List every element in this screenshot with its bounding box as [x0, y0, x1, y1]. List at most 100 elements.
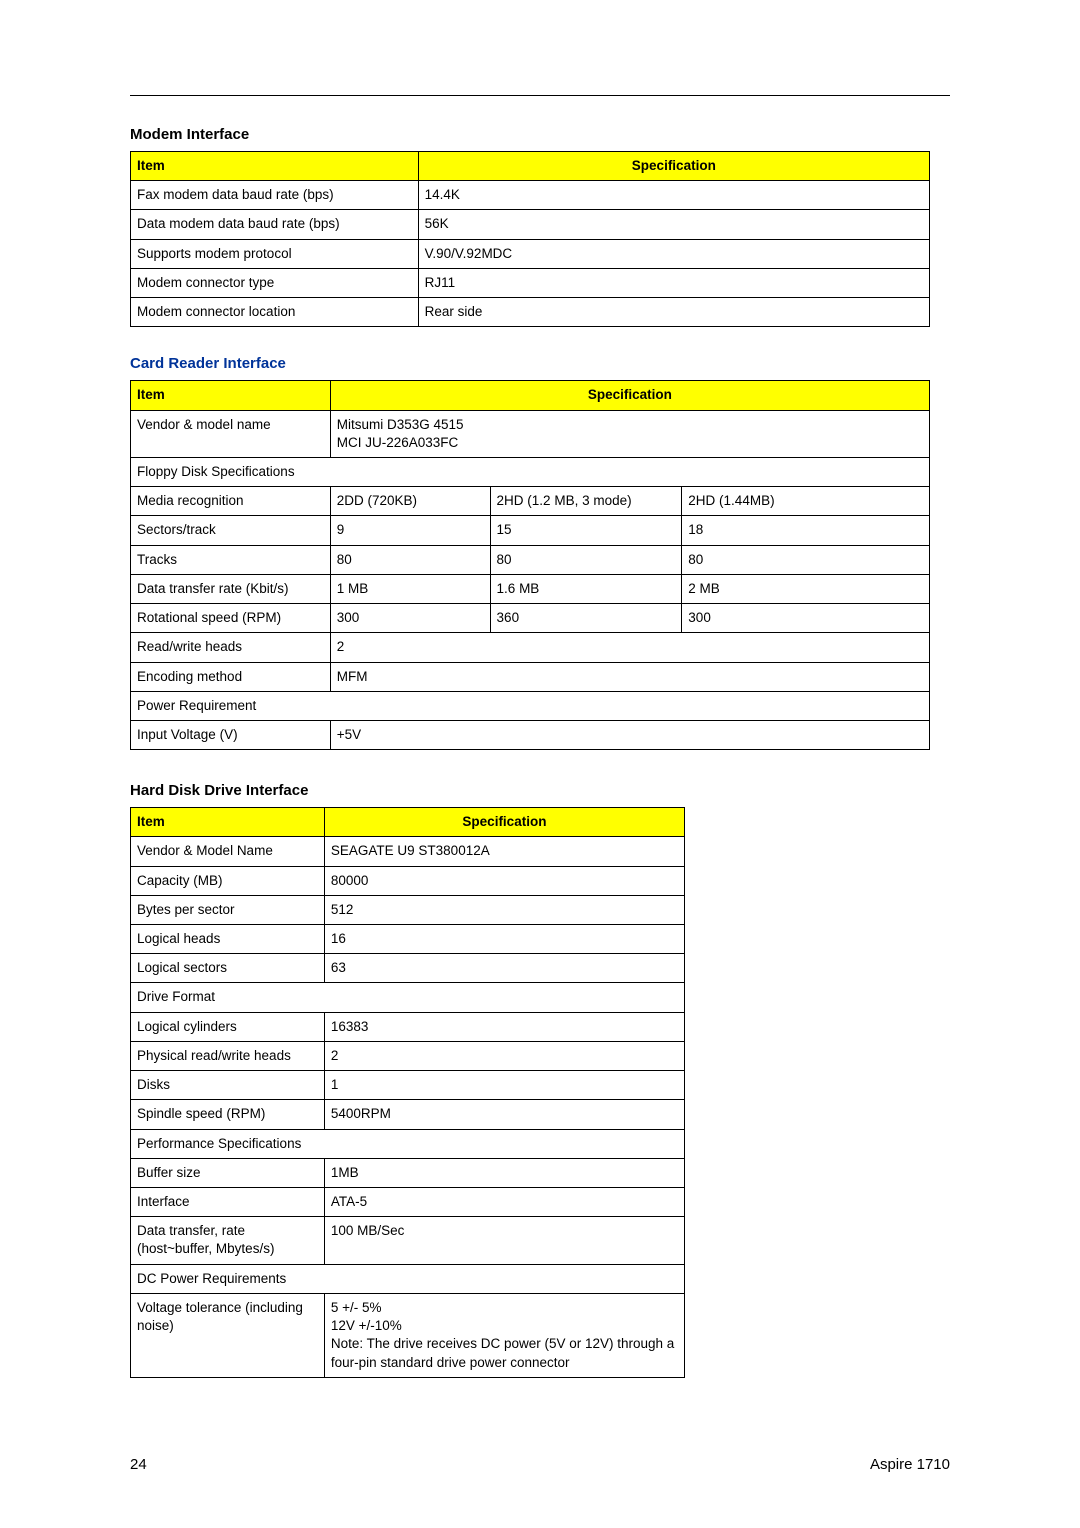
cell-item: Input Voltage (V) — [131, 720, 331, 749]
cell-subheader: Floppy Disk Specifications — [131, 457, 930, 486]
cell-item: Read/write heads — [131, 633, 331, 662]
section-title-hdd: Hard Disk Drive Interface — [130, 782, 950, 799]
cell-subheader: Drive Format — [131, 983, 685, 1012]
document-page: Modem Interface Item Specification Fax m… — [0, 0, 1080, 1528]
cell-item: Vendor & Model Name — [131, 837, 325, 866]
cell-spec: 18 — [682, 516, 930, 545]
cell-spec: 300 — [330, 604, 490, 633]
col-spec: Specification — [330, 381, 929, 410]
cell-item: Encoding method — [131, 662, 331, 691]
section-title-modem: Modem Interface — [130, 126, 950, 143]
table-row: InterfaceATA-5 — [131, 1188, 685, 1217]
cell-item: Fax modem data baud rate (bps) — [131, 181, 419, 210]
table-row: Media recognition 2DD (720KB) 2HD (1.2 M… — [131, 487, 930, 516]
cell-subheader: Performance Specifications — [131, 1129, 685, 1158]
table-row: Floppy Disk Specifications — [131, 457, 930, 486]
table-header-row: Item Specification — [131, 152, 930, 181]
table-header-row: Item Specification — [131, 381, 930, 410]
table-row: Physical read/write heads2 — [131, 1041, 685, 1070]
cell-spec: Mitsumi D353G 4515MCI JU-226A033FC — [330, 410, 929, 457]
table-row: Data transfer rate (Kbit/s) 1 MB 1.6 MB … — [131, 574, 930, 603]
cell-item: Physical read/write heads — [131, 1041, 325, 1070]
cell-spec: 1MB — [324, 1158, 684, 1187]
cell-item: Spindle speed (RPM) — [131, 1100, 325, 1129]
table-row: Logical heads16 — [131, 925, 685, 954]
cell-item: Logical cylinders — [131, 1012, 325, 1041]
table-row: Modem connector typeRJ11 — [131, 268, 930, 297]
table-row: Performance Specifications — [131, 1129, 685, 1158]
cell-spec: MFM — [330, 662, 929, 691]
cell-spec: SEAGATE U9 ST380012A — [324, 837, 684, 866]
hdd-table: Item Specification Vendor & Model NameSE… — [130, 807, 685, 1378]
cell-spec: 1 — [324, 1071, 684, 1100]
cell-item: Bytes per sector — [131, 895, 325, 924]
cell-spec: 80 — [682, 545, 930, 574]
cell-item: Disks — [131, 1071, 325, 1100]
table-row: Read/write heads 2 — [131, 633, 930, 662]
cell-item: Vendor & model name — [131, 410, 331, 457]
cell-item: Buffer size — [131, 1158, 325, 1187]
table-row: Power Requirement — [131, 691, 930, 720]
page-footer: 24 Aspire 1710 — [130, 1456, 950, 1473]
table-row: Supports modem protocolV.90/V.92MDC — [131, 239, 930, 268]
table-row: Disks1 — [131, 1071, 685, 1100]
cell-spec: 360 — [490, 604, 682, 633]
table-row: Encoding method MFM — [131, 662, 930, 691]
cell-spec: 80 — [490, 545, 682, 574]
cell-item: Supports modem protocol — [131, 239, 419, 268]
table-row: Logical cylinders16383 — [131, 1012, 685, 1041]
cell-item: Logical sectors — [131, 954, 325, 983]
col-spec: Specification — [418, 152, 929, 181]
cell-item: Data modem data baud rate (bps) — [131, 210, 419, 239]
cell-item: Modem connector type — [131, 268, 419, 297]
cell-spec: 2 — [330, 633, 929, 662]
top-rule — [130, 95, 950, 96]
table-row: DC Power Requirements — [131, 1264, 685, 1293]
cell-item: Modem connector location — [131, 298, 419, 327]
cell-item: Rotational speed (RPM) — [131, 604, 331, 633]
table-header-row: Item Specification — [131, 808, 685, 837]
cell-item: Interface — [131, 1188, 325, 1217]
cell-item: Media recognition — [131, 487, 331, 516]
cell-spec: 2 — [324, 1041, 684, 1070]
cell-spec: 63 — [324, 954, 684, 983]
cell-spec: 80000 — [324, 866, 684, 895]
cell-spec: 2 MB — [682, 574, 930, 603]
doc-title: Aspire 1710 — [870, 1456, 950, 1473]
table-row: Data modem data baud rate (bps)56K — [131, 210, 930, 239]
cell-item: Tracks — [131, 545, 331, 574]
cell-spec: 14.4K — [418, 181, 929, 210]
cell-spec: 100 MB/Sec — [324, 1217, 684, 1264]
cell-spec: 56K — [418, 210, 929, 239]
section-title-card-reader: Card Reader Interface — [130, 355, 950, 372]
table-row: Sectors/track 9 15 18 — [131, 516, 930, 545]
cell-spec: V.90/V.92MDC — [418, 239, 929, 268]
table-row: Bytes per sector512 — [131, 895, 685, 924]
cell-spec: 2DD (720KB) — [330, 487, 490, 516]
cell-spec: ATA-5 — [324, 1188, 684, 1217]
cell-spec: 2HD (1.44MB) — [682, 487, 930, 516]
cell-spec: 512 — [324, 895, 684, 924]
table-row: Data transfer, rate (host~buffer, Mbytes… — [131, 1217, 685, 1264]
table-row: Drive Format — [131, 983, 685, 1012]
table-row: Vendor & model name Mitsumi D353G 4515MC… — [131, 410, 930, 457]
cell-spec: 1 MB — [330, 574, 490, 603]
cell-subheader: DC Power Requirements — [131, 1264, 685, 1293]
cell-spec: 2HD (1.2 MB, 3 mode) — [490, 487, 682, 516]
cell-item: Voltage tolerance (including noise) — [131, 1293, 325, 1377]
col-spec: Specification — [324, 808, 684, 837]
cell-spec: 9 — [330, 516, 490, 545]
cell-spec: 300 — [682, 604, 930, 633]
cell-spec: Rear side — [418, 298, 929, 327]
table-row: Vendor & Model NameSEAGATE U9 ST380012A — [131, 837, 685, 866]
cell-spec: +5V — [330, 720, 929, 749]
cell-spec: 5400RPM — [324, 1100, 684, 1129]
cell-spec: RJ11 — [418, 268, 929, 297]
table-row: Tracks 80 80 80 — [131, 545, 930, 574]
cell-spec: 5 +/- 5%12V +/-10%Note: The drive receiv… — [324, 1293, 684, 1377]
cell-item: Data transfer rate (Kbit/s) — [131, 574, 331, 603]
cell-spec: 16383 — [324, 1012, 684, 1041]
cell-subheader: Power Requirement — [131, 691, 930, 720]
cell-spec: 1.6 MB — [490, 574, 682, 603]
cell-spec: 16 — [324, 925, 684, 954]
